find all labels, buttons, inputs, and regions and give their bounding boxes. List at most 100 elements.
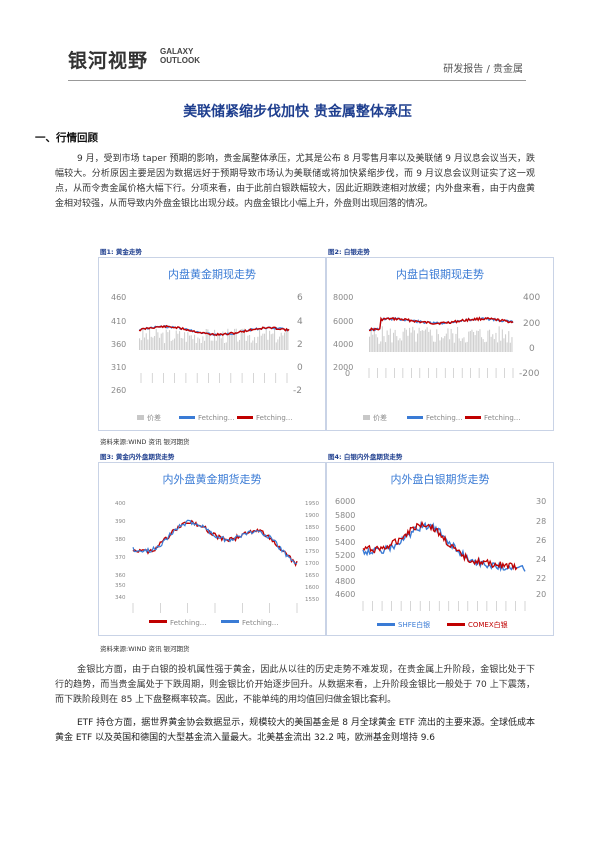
x-axis-labels (140, 373, 288, 383)
tick-label: 1800 (305, 537, 319, 543)
spread-bar (458, 338, 460, 352)
spread-bar (492, 334, 494, 352)
spread-bar (482, 339, 484, 352)
tick-label: 20 (536, 590, 546, 599)
tick-label: 4600 (335, 590, 355, 599)
legend-swatch (221, 620, 239, 623)
spread-bar (473, 332, 475, 352)
spread-bar (219, 334, 221, 350)
spread-bar (469, 331, 471, 352)
spread-bar (380, 341, 382, 352)
legend-label: 价差 (373, 413, 387, 422)
tick-label: 6000 (335, 497, 355, 506)
tick-label: 5800 (335, 511, 355, 520)
spread-bar (484, 342, 486, 352)
section-heading: 一、行情回顾 (35, 132, 98, 144)
chart-title: 内外盘白银期货走势 (391, 472, 490, 486)
tick-label: 350 (115, 583, 126, 589)
spread-bar (255, 343, 257, 350)
figure-1-caption: 图1: 黄金走势 (100, 248, 142, 256)
spread-bar (481, 337, 483, 352)
figure-2: 内盘白银期现走势 8000 6000 4000 2000 0 400 200 0… (326, 257, 554, 431)
spread-bar (428, 331, 430, 352)
spread-bar (150, 336, 152, 350)
spread-bar (449, 339, 451, 352)
spread-bar (375, 334, 377, 352)
spread-bar (450, 328, 452, 352)
spread-bar (373, 329, 375, 352)
x-axis-labels (362, 601, 526, 611)
legend-swatch (363, 415, 370, 420)
silver-in-out-chart: 内外盘白银期货走势 6000 5800 5600 5400 5200 5000 … (335, 472, 546, 629)
spread-bar (397, 340, 399, 352)
spread-bar (234, 328, 236, 350)
spread-bar (383, 336, 385, 352)
tick-label: 8000 (333, 293, 353, 302)
tick-label: 1850 (305, 525, 319, 531)
spread-bar (239, 339, 241, 350)
spread-bar (260, 335, 262, 350)
spread-bar (144, 337, 146, 350)
tick-label: 6000 (333, 317, 353, 326)
spread-bar (413, 330, 415, 352)
spread-bar (511, 337, 513, 352)
spread-bar (388, 334, 390, 352)
paragraph-3: ETF 持仓方面，据世界黄金协会数据显示，规模较大的美国基金是 8 月全球黄金 … (55, 718, 535, 743)
tick-label: 2000 (333, 363, 353, 372)
spread-bar (410, 332, 412, 352)
spread-bar (386, 330, 388, 352)
spread-bar (476, 330, 478, 352)
tick-label: 1950 (305, 501, 319, 507)
legend-label: COMEX白银 (468, 620, 508, 629)
tick-label: 360 (115, 573, 126, 579)
spread-bar (200, 343, 202, 350)
spread-bar (370, 328, 372, 352)
spread-bar (421, 330, 423, 352)
tick-label: 410 (111, 317, 126, 326)
tick-label: 2 (297, 340, 303, 350)
spread-bar (497, 342, 499, 352)
tick-label: 24 (536, 555, 546, 564)
tick-label: 1750 (305, 549, 319, 555)
spread-bar (444, 336, 446, 352)
spread-bar (220, 338, 222, 350)
spread-bar (242, 328, 244, 350)
legend-label: Fetching... (198, 414, 234, 422)
spread-bar (259, 328, 261, 350)
legend-swatch (237, 416, 253, 419)
tick-label: -2 (293, 386, 302, 396)
legend-swatch (137, 415, 144, 420)
spread-bar (162, 332, 164, 350)
logo-text: 银河视野 (68, 50, 149, 72)
legend-swatch (465, 416, 481, 419)
spread-bar (209, 334, 211, 350)
tick-label: 0 (297, 363, 303, 373)
series-line (138, 324, 290, 337)
tick-label: 460 (111, 293, 126, 302)
legend-label: Fetching... (242, 619, 278, 627)
tick-label: 5400 (335, 538, 355, 547)
spread-bar (142, 329, 144, 350)
spread-bar (433, 341, 435, 352)
tick-label: 0 (345, 369, 350, 378)
spread-bar (420, 331, 422, 352)
tick-label: 5600 (335, 524, 355, 533)
spread-bar (202, 336, 204, 350)
spread-bar (204, 340, 206, 350)
spread-bar (164, 343, 166, 350)
spread-bar (197, 337, 199, 350)
spread-bar (477, 331, 479, 352)
spread-bar (417, 333, 419, 352)
spread-bar (425, 329, 427, 352)
spread-bar (474, 335, 476, 352)
logo-en: GALAXY OUTLOOK (160, 47, 200, 65)
spread-bar (412, 326, 414, 352)
spread-bar (429, 329, 431, 352)
source-note-1: 资料来源:WIND 资讯 银河期货 (100, 438, 190, 446)
silver-spot-futures-chart: 内盘白银期现走势 8000 6000 4000 2000 0 400 200 0… (333, 267, 540, 422)
spread-bar (509, 342, 511, 352)
spread-bar (215, 340, 217, 350)
spread-bar (461, 338, 463, 352)
spread-bar (240, 329, 242, 350)
spread-bar (463, 337, 465, 352)
